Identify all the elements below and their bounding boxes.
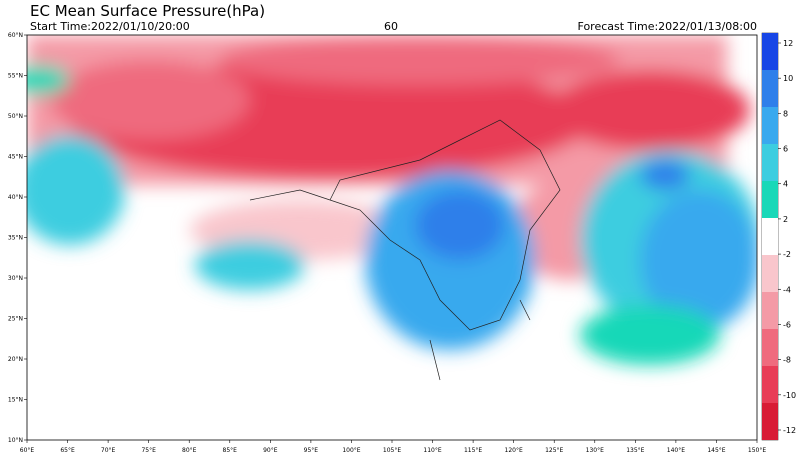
coastline bbox=[249, 119, 561, 381]
y-tick-label: 50°N bbox=[8, 113, 23, 120]
colorbar-segment bbox=[762, 70, 778, 107]
colorbar-segment bbox=[762, 218, 778, 255]
colorbar-tick-label: 6 bbox=[783, 145, 788, 154]
x-tick-label: 135°E bbox=[626, 447, 644, 454]
colorbar-tick-label: 8 bbox=[783, 109, 788, 118]
x-tick-label: 105°E bbox=[383, 447, 401, 454]
colorbar-tick-label: -10 bbox=[783, 391, 796, 400]
colorbar-tick-label: -2 bbox=[783, 250, 791, 259]
start-time: Start Time:2022/01/10/20:00 bbox=[30, 20, 190, 33]
y-tick-label: 15°N bbox=[8, 397, 23, 404]
y-tick-label: 45°N bbox=[8, 154, 23, 161]
colorbar-tick-label: -4 bbox=[783, 285, 791, 294]
colorbar-segment bbox=[762, 403, 778, 440]
x-tick-label: 125°E bbox=[545, 447, 563, 454]
colorbar-tick-label: 10 bbox=[783, 74, 793, 83]
y-tick-label: 55°N bbox=[8, 73, 23, 80]
x-tick-label: 110°E bbox=[423, 447, 441, 454]
y-tick-label: 10°N bbox=[8, 437, 23, 444]
x-tick-label: 80°E bbox=[182, 447, 197, 454]
colorbar-tick-label: 2 bbox=[783, 215, 788, 224]
x-tick-label: 145°E bbox=[707, 447, 725, 454]
x-tick-label: 150°E bbox=[748, 447, 766, 454]
pressure-field bbox=[27, 35, 757, 440]
y-tick-label: 20°N bbox=[8, 356, 23, 363]
x-tick-label: 85°E bbox=[223, 447, 238, 454]
forecast-hour: 60 bbox=[384, 20, 398, 33]
x-tick-label: 130°E bbox=[586, 447, 604, 454]
y-tick-label: 30°N bbox=[8, 275, 23, 282]
x-tick-label: 70°E bbox=[101, 447, 116, 454]
x-tick-label: 115°E bbox=[464, 447, 482, 454]
colorbar-tick-label: 4 bbox=[783, 180, 788, 189]
x-tick-label: 75°E bbox=[141, 447, 156, 454]
y-tick-label: 25°N bbox=[8, 316, 23, 323]
colorbar-tick-label: 12 bbox=[783, 39, 793, 48]
y-tick-label: 40°N bbox=[8, 194, 23, 201]
colorbar-segment bbox=[762, 107, 778, 144]
colorbar-tick-label: -6 bbox=[783, 320, 791, 329]
colorbar-tick-label: -12 bbox=[783, 426, 796, 435]
colorbar-segment bbox=[762, 255, 778, 292]
x-tick-label: 90°E bbox=[263, 447, 278, 454]
y-tick-label: 35°N bbox=[8, 235, 23, 242]
colorbar-tick-label: -8 bbox=[783, 356, 791, 365]
colorbar-segment bbox=[762, 33, 778, 70]
colorbar-segment bbox=[762, 144, 778, 181]
x-tick-label: 120°E bbox=[505, 447, 523, 454]
x-tick-label: 100°E bbox=[342, 447, 360, 454]
x-tick-label: 65°E bbox=[60, 447, 75, 454]
forecast-time: Forecast Time:2022/01/13/08:00 bbox=[578, 20, 757, 33]
colorbar-segment bbox=[762, 181, 778, 218]
y-tick-label: 60°N bbox=[8, 32, 23, 39]
title: EC Mean Surface Pressure(hPa) bbox=[30, 2, 265, 20]
colorbar-segment bbox=[762, 292, 778, 329]
x-tick-label: 60°E bbox=[20, 447, 35, 454]
colorbar-segment bbox=[762, 329, 778, 366]
x-tick-label: 140°E bbox=[667, 447, 685, 454]
x-tick-label: 95°E bbox=[304, 447, 319, 454]
colorbar-segment bbox=[762, 366, 778, 403]
